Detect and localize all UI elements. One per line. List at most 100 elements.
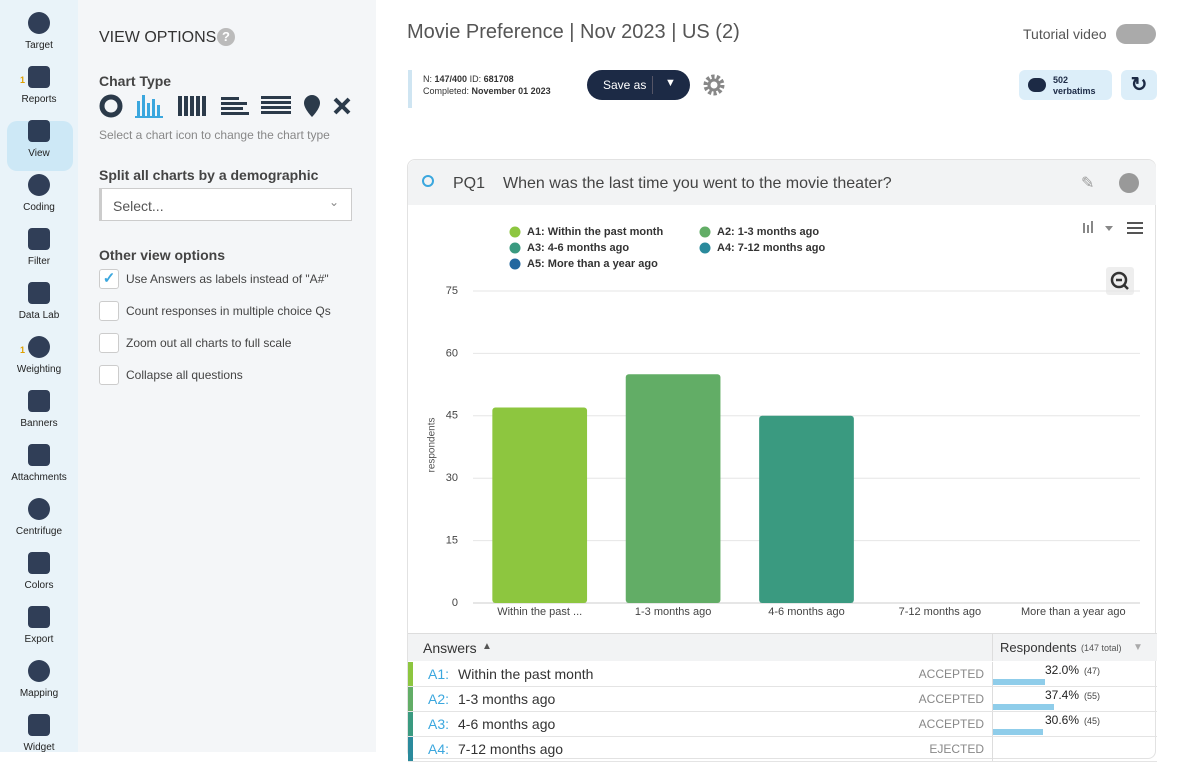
sidebar-icon[interactable] [28, 660, 50, 682]
close-icon[interactable] [335, 99, 349, 113]
verbatims-button[interactable]: 502 verbatims [1019, 70, 1112, 100]
y-tick-label: 45 [446, 410, 458, 422]
sidebar-label[interactable]: View [0, 148, 78, 159]
save-as-label: Save as [603, 78, 646, 92]
checkbox-label: Collapse all questions [126, 368, 243, 382]
checkbox[interactable]: ✓ [99, 269, 119, 289]
tutorial-link[interactable]: Tutorial video [1023, 26, 1107, 42]
sidebar-icon[interactable] [28, 552, 50, 574]
chart-type-menu[interactable] [1083, 221, 1113, 233]
legend-label[interactable]: A4: 7-12 months ago [717, 242, 825, 254]
percent-label: 32.0% [1045, 663, 1079, 677]
more-icon[interactable] [1119, 173, 1139, 193]
sidebar-icon[interactable] [28, 228, 50, 250]
row-color [408, 712, 413, 736]
sidebar-icon[interactable] [28, 444, 50, 466]
answer-row: A3:4-6 months agoACCEPTED30.6%(45) [408, 712, 1157, 737]
sidebar-icon[interactable] [28, 12, 50, 34]
answers-header[interactable]: Answers [423, 640, 477, 656]
page-title: Movie Preference | Nov 2023 | US (2) [407, 21, 740, 44]
checkbox[interactable] [99, 365, 119, 385]
pie-icon[interactable] [102, 97, 120, 115]
x-tick-label: 7-12 months ago [899, 606, 982, 618]
legend-swatch [700, 243, 711, 254]
hbar-icon[interactable] [221, 97, 249, 115]
sidebar-icon[interactable] [28, 66, 50, 88]
chart-type-icons [99, 93, 359, 121]
legend-label[interactable]: A2: 1-3 months ago [717, 226, 819, 238]
other-label: Other view options [99, 247, 225, 263]
help-icon[interactable]: ? [217, 28, 235, 46]
x-tick-label: More than a year ago [1021, 606, 1126, 618]
tutorial-icon[interactable] [1116, 24, 1156, 44]
y-axis-label: respondents [427, 417, 438, 472]
sidebar-icon[interactable] [28, 390, 50, 412]
answer-label: Within the past month [458, 666, 593, 682]
respondents-header[interactable]: Respondents [1000, 640, 1077, 655]
n-label: N: [423, 74, 432, 84]
answer-status: EJECTED [929, 742, 984, 756]
sidebar-label[interactable]: Attachments [0, 472, 78, 483]
question-toggle[interactable] [422, 175, 434, 187]
checkbox[interactable] [99, 333, 119, 353]
row-color [408, 737, 413, 761]
sidebar-label[interactable]: Reports [0, 94, 78, 105]
map-icon[interactable] [304, 95, 320, 117]
bar[interactable] [492, 407, 587, 603]
sidebar-label[interactable]: Colors [0, 580, 78, 591]
sidebar-label[interactable]: Banners [0, 418, 78, 429]
sidebar-label[interactable]: Coding [0, 202, 78, 213]
sidebar-icon[interactable] [28, 606, 50, 628]
sidebar-icon[interactable] [28, 714, 50, 736]
count-label: (47) [1084, 666, 1100, 676]
chart-type-hint: Select a chart icon to change the chart … [99, 128, 330, 142]
legend-label[interactable]: A1: Within the past month [527, 226, 663, 238]
sidebar-icon[interactable] [28, 174, 50, 196]
sidebar-icon[interactable] [28, 498, 50, 520]
bar[interactable] [626, 374, 721, 603]
checkbox[interactable] [99, 301, 119, 321]
answer-status: ACCEPTED [919, 692, 984, 706]
settings-icon[interactable] [702, 73, 726, 97]
sidebar-badge: 1 [20, 345, 25, 355]
legend-swatch [700, 227, 711, 238]
answer-row: A2:1-3 months agoACCEPTED37.4%(55) [408, 687, 1157, 712]
sidebar-icon[interactable] [28, 336, 50, 358]
verbatims-count: 502 [1053, 75, 1068, 85]
sidebar-label[interactable]: Widget [0, 742, 78, 753]
respondents-total: (147 total) [1081, 643, 1122, 653]
bar[interactable] [759, 416, 854, 603]
demographic-select[interactable]: Select... ⌄ [99, 188, 352, 221]
sidebar-icon[interactable] [28, 282, 50, 304]
edit-icon[interactable]: ✎ [1081, 173, 1094, 193]
select-caret: ⌄ [329, 195, 339, 209]
stacked-icon[interactable] [178, 96, 206, 116]
sidebar-icon[interactable] [28, 120, 50, 142]
verbatims-label: verbatims [1053, 86, 1096, 96]
hamburger-menu[interactable] [1127, 222, 1143, 234]
bar-icon[interactable] [135, 95, 163, 118]
sidebar: Target Reports 1 View Coding Filter Data Lab We… [0, 0, 78, 752]
refresh-button[interactable]: ↻ [1121, 70, 1157, 100]
sidebar-label[interactable]: Data Lab [0, 310, 78, 321]
legend-label[interactable]: A5: More than a year ago [527, 258, 658, 270]
cell-divider [992, 737, 993, 761]
sidebar-label[interactable]: Weighting [0, 364, 78, 375]
y-tick-label: 75 [446, 285, 458, 297]
sidebar-label[interactable]: Mapping [0, 688, 78, 699]
checkbox-label: Use Answers as labels instead of "A#" [126, 272, 329, 286]
legend-label[interactable]: A3: 4-6 months ago [527, 242, 629, 254]
id-value: 681708 [484, 74, 514, 84]
percent-bar [993, 679, 1045, 685]
sidebar-label[interactable]: Filter [0, 256, 78, 267]
row-color [408, 687, 413, 711]
sidebar-label[interactable]: Export [0, 634, 78, 645]
save-as-button[interactable]: Save as ▼ [587, 70, 690, 100]
sidebar-label[interactable]: Target [0, 40, 78, 51]
sidebar-label[interactable]: Centrifuge [0, 526, 78, 537]
answer-label: 7-12 months ago [458, 741, 563, 757]
table-icon[interactable] [261, 96, 291, 114]
n-value: 147/400 [435, 74, 468, 84]
answer-code: A3: [428, 716, 449, 732]
answer-row: A1:Within the past monthACCEPTED32.0%(47… [408, 662, 1157, 687]
